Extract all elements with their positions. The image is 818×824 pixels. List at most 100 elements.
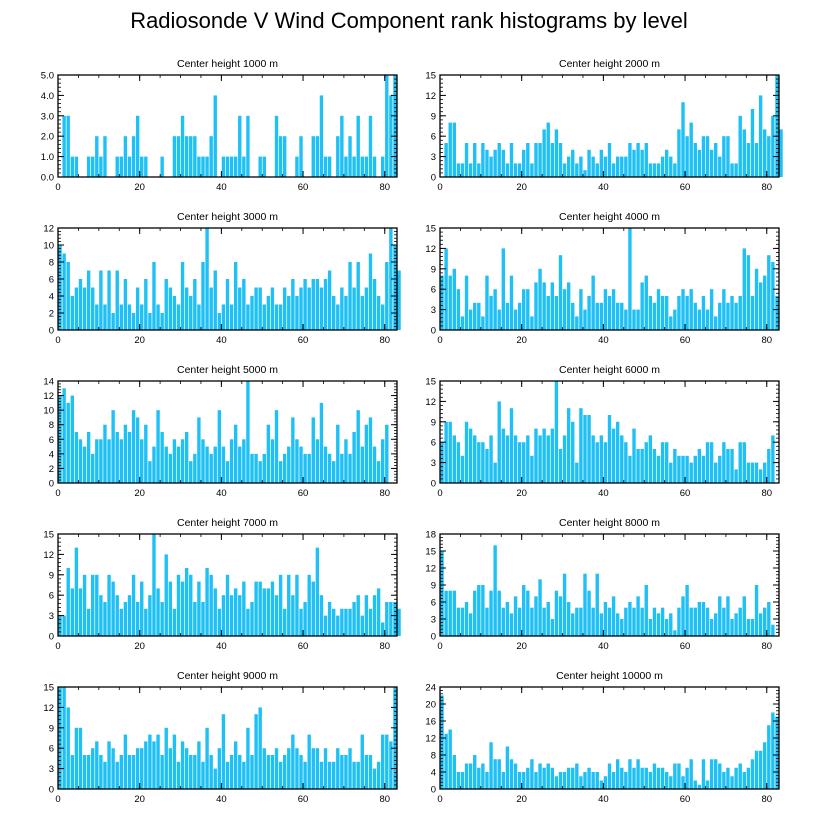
bar [352,156,356,177]
bar [148,461,152,483]
bar [156,588,160,636]
bar [636,309,640,330]
bar [62,115,66,177]
bar [385,262,389,330]
bar [640,149,644,177]
bar [274,748,279,789]
x-tick-label: 80 [379,794,390,805]
bar [193,136,197,177]
bar [274,410,279,483]
x-tick-label: 0 [55,335,60,346]
bar [489,742,493,789]
x-tick-label: 20 [134,182,145,193]
bar [385,75,389,177]
bar [274,115,279,177]
bar [468,428,473,483]
bar [771,435,775,483]
bar [201,439,205,483]
bar [530,455,534,483]
x-tick-label: 80 [761,794,772,805]
bar [315,439,320,483]
bar [485,772,489,789]
bar [750,109,755,177]
plot-frame [57,227,398,331]
bar [291,279,295,330]
bar [771,115,775,177]
bar [176,574,181,636]
bar [460,772,465,789]
bar [444,421,448,483]
plot-frame [439,380,780,484]
bar [95,741,99,789]
bar [205,568,209,636]
bar [91,748,95,789]
y-tick-label: 10 [43,241,54,252]
bar [485,607,489,636]
bar [62,687,66,789]
plot-frame [439,686,780,790]
bar [501,772,505,789]
bar [262,748,266,789]
bar [131,755,136,789]
bar [652,763,657,789]
bar [464,421,469,483]
bar [493,759,497,789]
bar [607,143,612,177]
bar [336,615,340,636]
bar [660,767,665,789]
x-tick-label: 20 [134,794,145,805]
bar [754,585,759,636]
bar [460,163,465,177]
bar [135,115,140,177]
bar [340,115,344,177]
bar [266,424,271,483]
bar [62,615,66,636]
bar [119,608,123,636]
bar [558,143,563,177]
bar [189,755,193,789]
bar [481,763,485,789]
bar [381,304,385,330]
bar [648,296,653,330]
bar [95,439,99,483]
bar [184,568,189,636]
bar [571,421,575,483]
bar [340,608,344,636]
y-tick-label: 4 [431,768,436,779]
bar [99,755,103,789]
bar [205,446,209,483]
bar [372,279,377,330]
bar [131,313,136,330]
bar [307,287,311,330]
bar [734,469,738,483]
bar [636,143,640,177]
bar [258,461,262,483]
bar [205,228,209,330]
bar [517,772,522,789]
bar [148,313,152,330]
bar [95,304,99,330]
y-tick-label: 15 [43,683,54,694]
bar [135,602,140,636]
y-tick-label: 18 [425,530,436,541]
x-tick-label: 60 [680,182,691,193]
bar [368,115,373,177]
bar [685,585,689,636]
bar [640,607,644,636]
bar [184,748,189,789]
bar [767,255,771,330]
bar [640,767,644,789]
bar [673,449,677,483]
bar [152,262,156,330]
y-tick-label: 0 [49,632,54,643]
bar [656,289,661,330]
bar [579,289,583,330]
panel-title: Center height 7000 m [177,517,278,529]
bar [127,595,132,636]
bar [575,763,579,789]
bar [270,755,275,789]
bar [213,446,217,483]
bar [542,282,546,330]
bar [233,424,238,483]
bar [356,761,360,789]
